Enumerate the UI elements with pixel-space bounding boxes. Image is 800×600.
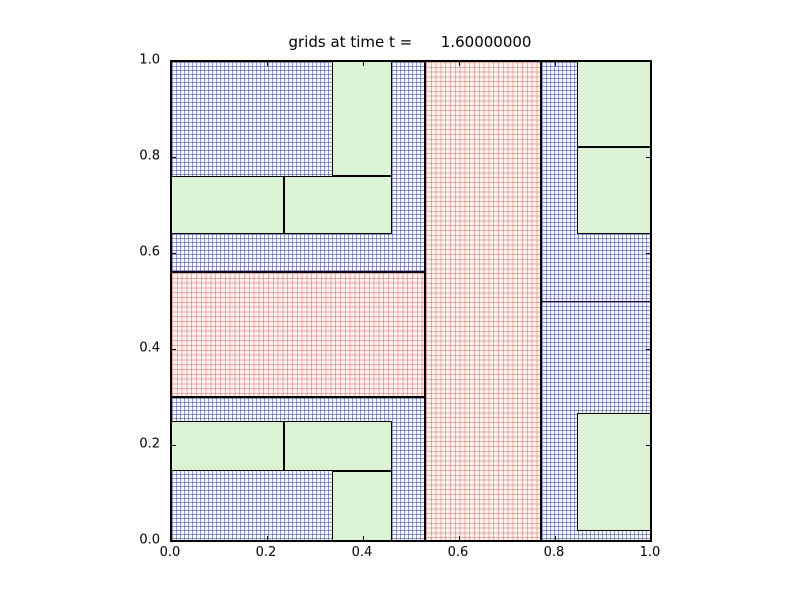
grid-patch-level1 [171, 176, 284, 234]
y-tick-label: 0.0 [139, 532, 160, 548]
x-tick-label: 0.8 [543, 545, 565, 560]
plot-area [170, 60, 652, 542]
x-tick-mark [363, 61, 364, 66]
grid-patch-level3 [171, 272, 426, 397]
x-tick-mark [267, 536, 268, 541]
grid-patch-level1 [576, 412, 651, 532]
x-tick-label: 0.0 [159, 545, 181, 560]
x-tick-mark [363, 536, 364, 541]
y-tick-label: 1.0 [139, 52, 160, 68]
y-tick-mark [646, 540, 651, 541]
y-tick-label: 0.8 [139, 148, 160, 164]
grid-patch-level1 [576, 61, 651, 148]
grid-patch-level3 [425, 61, 541, 541]
x-tick-mark [650, 536, 651, 541]
y-tick-mark [646, 445, 651, 446]
grid-patch-level1 [331, 471, 392, 541]
y-tick-mark [646, 253, 651, 254]
y-tick-label: 0.2 [139, 436, 160, 452]
x-tick-mark [650, 61, 651, 66]
x-tick-mark [555, 536, 556, 541]
grid-patch-level1 [331, 61, 392, 177]
x-tick-label: 1.0 [639, 545, 661, 560]
y-tick-mark [171, 253, 176, 254]
grid-patch-level1 [283, 421, 392, 472]
y-tick-mark [646, 349, 651, 350]
y-tick-mark [171, 540, 176, 541]
grid-patch-level1 [171, 421, 284, 472]
x-tick-mark [171, 61, 172, 66]
grid-patch-level1 [283, 176, 392, 234]
x-tick-mark [459, 61, 460, 66]
grid-patch-level1 [576, 147, 651, 234]
y-tick-mark [171, 445, 176, 446]
x-tick-mark [267, 61, 268, 66]
x-tick-label: 0.6 [447, 545, 469, 560]
y-tick-mark [171, 61, 176, 62]
y-tick-mark [646, 157, 651, 158]
x-tick-label: 0.2 [255, 545, 277, 560]
x-tick-mark [555, 61, 556, 66]
x-tick-label: 0.4 [351, 545, 373, 560]
x-tick-mark [171, 536, 172, 541]
plot-title: grids at time t = 1.60000000 [288, 33, 532, 51]
y-tick-label: 0.4 [139, 340, 160, 356]
x-tick-mark [459, 536, 460, 541]
y-tick-mark [171, 157, 176, 158]
patch-boundary-line [540, 301, 651, 302]
y-tick-mark [171, 349, 176, 350]
y-tick-label: 0.6 [139, 244, 160, 260]
y-tick-mark [646, 61, 651, 62]
